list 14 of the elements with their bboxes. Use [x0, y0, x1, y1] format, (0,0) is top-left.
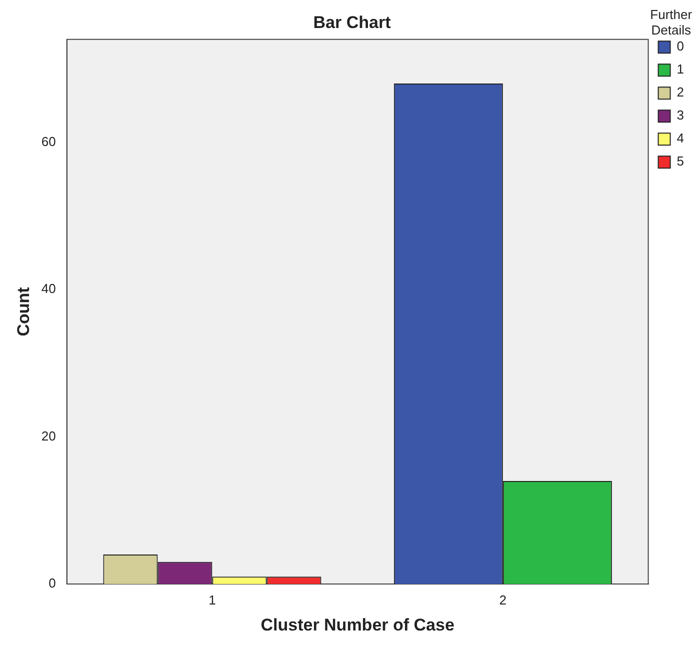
- legend-label: 3: [676, 108, 684, 123]
- chart-title: Bar Chart: [313, 12, 392, 32]
- y-tick-label: 40: [41, 281, 56, 296]
- legend-label: 4: [676, 130, 684, 146]
- legend-title: Further Details: [650, 7, 693, 38]
- y-axis-title: Count: [14, 286, 33, 336]
- legend-label: 1: [676, 62, 684, 77]
- y-tick-label: 60: [41, 134, 56, 150]
- legend-label: 0: [676, 38, 684, 54]
- legend-label: 5: [676, 154, 684, 169]
- x-axis-title: Cluster Number of Case: [260, 615, 454, 634]
- y-tick-label: 0: [48, 576, 56, 591]
- legend-label: 2: [676, 84, 684, 100]
- y-tick-label: 20: [41, 428, 56, 444]
